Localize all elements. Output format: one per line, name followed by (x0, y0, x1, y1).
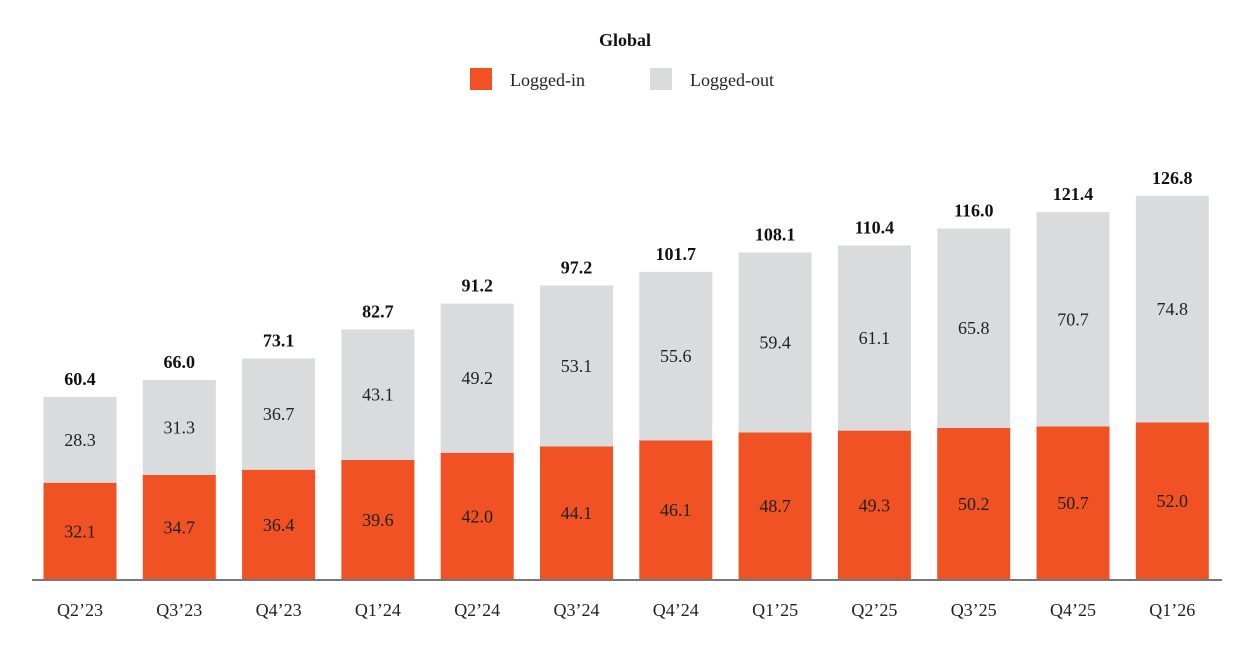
value-label-logged-out: 31.3 (164, 417, 196, 437)
x-tick-label: Q3’24 (554, 600, 600, 620)
x-axis-ticks: Q2’23 Q3’23 Q4’23 Q1’24 Q2’24 Q3’24 Q4’24 Q1’25… (57, 600, 1195, 620)
x-tick-label: Q4’23 (256, 600, 302, 620)
value-label-logged-out: 59.4 (759, 332, 791, 352)
value-label-logged-in: 50.7 (1057, 493, 1089, 513)
x-tick-label: Q1’26 (1149, 600, 1195, 620)
total-label: 116.0 (954, 201, 994, 221)
value-label-logged-out: 43.1 (362, 385, 394, 405)
value-label-logged-in: 36.4 (263, 515, 295, 535)
value-label-logged-out: 65.8 (958, 318, 990, 338)
value-label-logged-in: 49.3 (859, 495, 891, 515)
x-tick-label: Q4’25 (1050, 600, 1096, 620)
total-label: 97.2 (561, 257, 593, 277)
bar-logged-in-q3-24 (540, 446, 613, 580)
total-label: 82.7 (362, 301, 394, 321)
labels-group: 32.1 28.3 60.4 34.7 31.3 66.0 36.4 36.7 73.1 39.6… (64, 168, 1192, 542)
value-label-logged-in: 42.0 (461, 506, 493, 526)
bar-logged-in-q2-23 (43, 482, 117, 580)
bar-logged-out-q1-25 (738, 252, 812, 433)
chart-title: Global (599, 30, 651, 50)
bar-logged-in-q2-25 (837, 430, 911, 580)
bar-logged-out-q3-24 (540, 285, 613, 447)
value-label-logged-out: 49.2 (461, 368, 493, 388)
x-tick-label: Q2’25 (851, 600, 897, 620)
legend-swatch-logged-in (470, 68, 492, 90)
total-label: 108.1 (755, 224, 796, 244)
legend: Logged-in Logged-out (470, 68, 774, 90)
bar-logged-out-q2-24 (440, 303, 514, 453)
bar-logged-in-q3-25 (937, 427, 1011, 580)
total-label: 91.2 (461, 276, 493, 296)
x-tick-label: Q1’24 (355, 600, 401, 620)
bar-logged-out-q2-23 (43, 396, 117, 483)
value-label-logged-in: 52.0 (1157, 491, 1189, 511)
bar-logged-in-q1-24 (341, 460, 415, 580)
x-tick-label: Q2’23 (57, 600, 103, 620)
value-label-logged-in: 46.1 (660, 500, 692, 520)
value-label-logged-out: 55.6 (660, 346, 692, 366)
bar-logged-out-q4-24 (639, 271, 713, 441)
x-tick-label: Q2’24 (454, 600, 500, 620)
bar-logged-out-q2-25 (837, 245, 911, 431)
value-label-logged-out: 53.1 (561, 356, 593, 376)
x-tick-label: Q1’25 (752, 600, 798, 620)
bar-logged-in-q3-23 (142, 474, 216, 580)
bar-logged-in-q2-24 (440, 452, 514, 580)
x-tick-label: Q3’23 (156, 600, 202, 620)
value-label-logged-in: 32.1 (64, 521, 96, 541)
bar-logged-out-q1-24 (341, 329, 415, 461)
legend-label-logged-out: Logged-out (690, 70, 774, 90)
value-label-logged-out: 28.3 (64, 430, 96, 450)
value-label-logged-in: 44.1 (561, 503, 593, 523)
value-label-logged-out: 74.8 (1157, 299, 1189, 319)
total-label: 101.7 (656, 244, 697, 264)
value-label-logged-out: 70.7 (1057, 309, 1089, 329)
bar-logged-out-q3-23 (142, 380, 216, 475)
bar-logged-out-q3-25 (937, 228, 1011, 428)
total-label: 110.4 (855, 217, 895, 237)
bar-logged-out-q1-26 (1135, 195, 1209, 423)
total-label: 126.8 (1152, 168, 1193, 188)
x-tick-label: Q4’24 (653, 600, 699, 620)
x-tick-label: Q3’25 (951, 600, 997, 620)
total-label: 66.0 (164, 352, 196, 372)
legend-swatch-logged-out (650, 68, 672, 90)
bar-logged-out-q4-25 (1036, 212, 1110, 427)
value-label-logged-in: 50.2 (958, 494, 990, 514)
value-label-logged-out: 61.1 (859, 328, 891, 348)
total-label: 73.1 (263, 331, 295, 351)
value-label-logged-in: 39.6 (362, 510, 394, 530)
value-label-logged-in: 48.7 (759, 496, 791, 516)
value-label-logged-in: 34.7 (164, 517, 196, 537)
total-label: 121.4 (1053, 184, 1094, 204)
bar-logged-in-q4-24 (639, 440, 713, 580)
bar-logged-in-q1-26 (1135, 422, 1209, 580)
total-label: 60.4 (64, 369, 96, 389)
legend-label-logged-in: Logged-in (510, 70, 585, 90)
bars-group (43, 195, 1209, 580)
bar-logged-in-q4-25 (1036, 426, 1110, 580)
bar-logged-in-q4-23 (242, 469, 316, 580)
bar-logged-out-q4-23 (242, 358, 316, 470)
value-label-logged-out: 36.7 (263, 404, 295, 424)
bar-logged-in-q1-25 (738, 432, 812, 580)
